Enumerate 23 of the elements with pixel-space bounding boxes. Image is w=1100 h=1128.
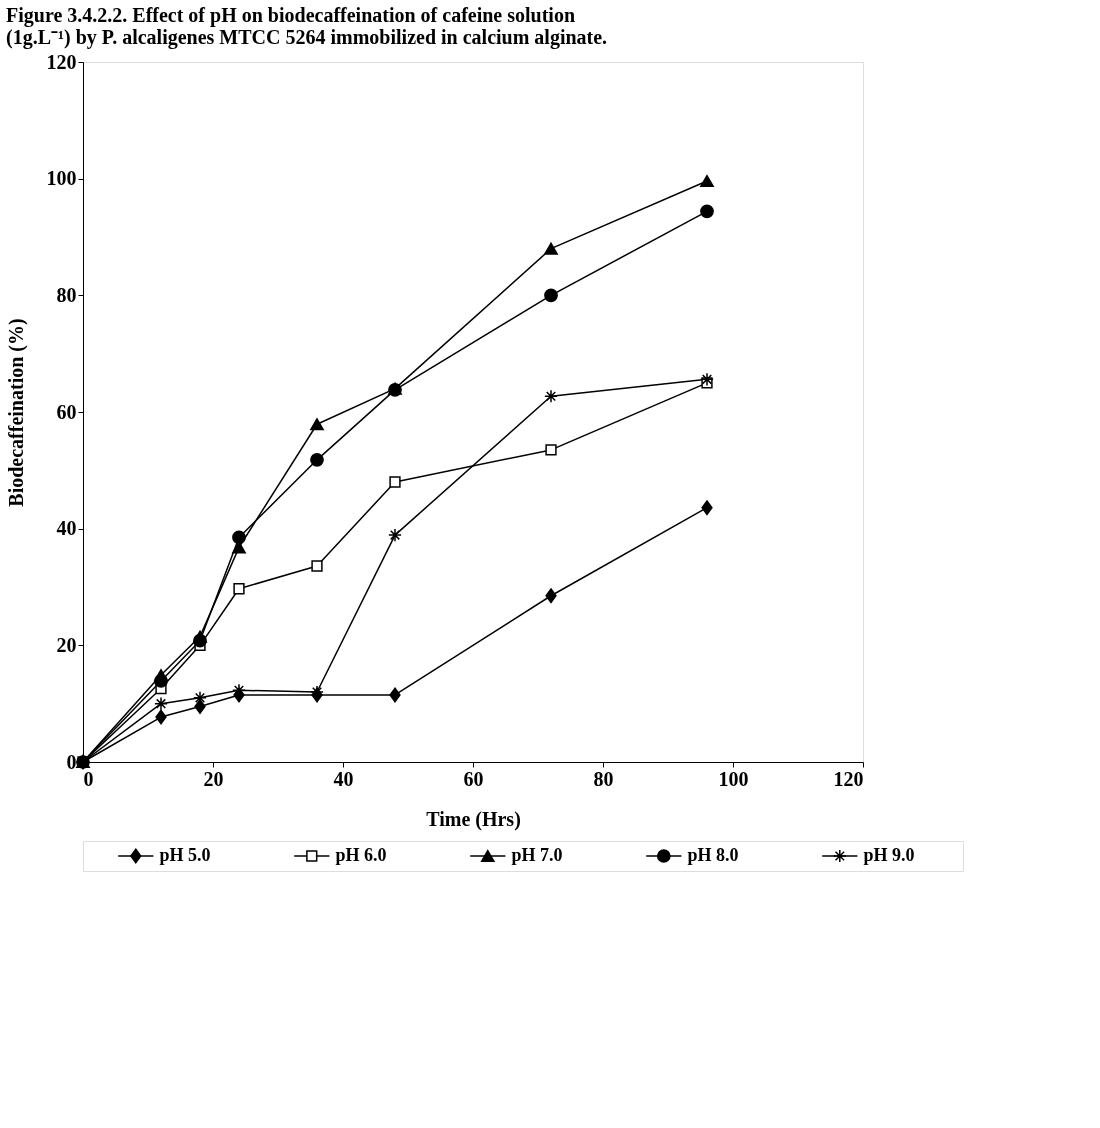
y-axis-title: Biodecaffeination (%) bbox=[4, 318, 28, 507]
y-tick-label: 20 bbox=[56, 633, 77, 656]
x-tick-label: 100 bbox=[718, 767, 749, 790]
legend-label: pH 7.0 bbox=[511, 845, 563, 865]
legend-label: pH 8.0 bbox=[687, 845, 739, 865]
legend-label: pH 5.0 bbox=[159, 845, 211, 865]
x-tick-label: 60 bbox=[463, 767, 484, 790]
x-tick-label: 40 bbox=[333, 767, 354, 790]
legend-label: pH 9.0 bbox=[863, 845, 915, 865]
x-axis-title: Time (Hrs) bbox=[426, 807, 521, 831]
y-tick-label: 80 bbox=[56, 283, 77, 306]
x-tick-label: 80 bbox=[593, 767, 614, 790]
x-tick-label: 120 bbox=[833, 767, 864, 790]
text: Figure 3.4.2.2. Effect of pH on biodecaffeination of cafeine solution bbox=[6, 4, 576, 26]
y-tick-label: 0 bbox=[66, 750, 77, 773]
x-tick-label: 20 bbox=[203, 767, 224, 790]
legend-label: pH 6.0 bbox=[335, 845, 387, 865]
y-tick-label: 120 bbox=[46, 50, 77, 73]
y-tick-label: 40 bbox=[56, 517, 77, 540]
y-tick-label: 100 bbox=[46, 167, 77, 190]
y-tick-label: 60 bbox=[56, 400, 77, 423]
text: (1g.L⁻¹) by P. alcaligenes MTCC 5264 immobilized in calcium alginate. bbox=[6, 26, 608, 48]
x-tick-label: 0 bbox=[83, 767, 94, 790]
